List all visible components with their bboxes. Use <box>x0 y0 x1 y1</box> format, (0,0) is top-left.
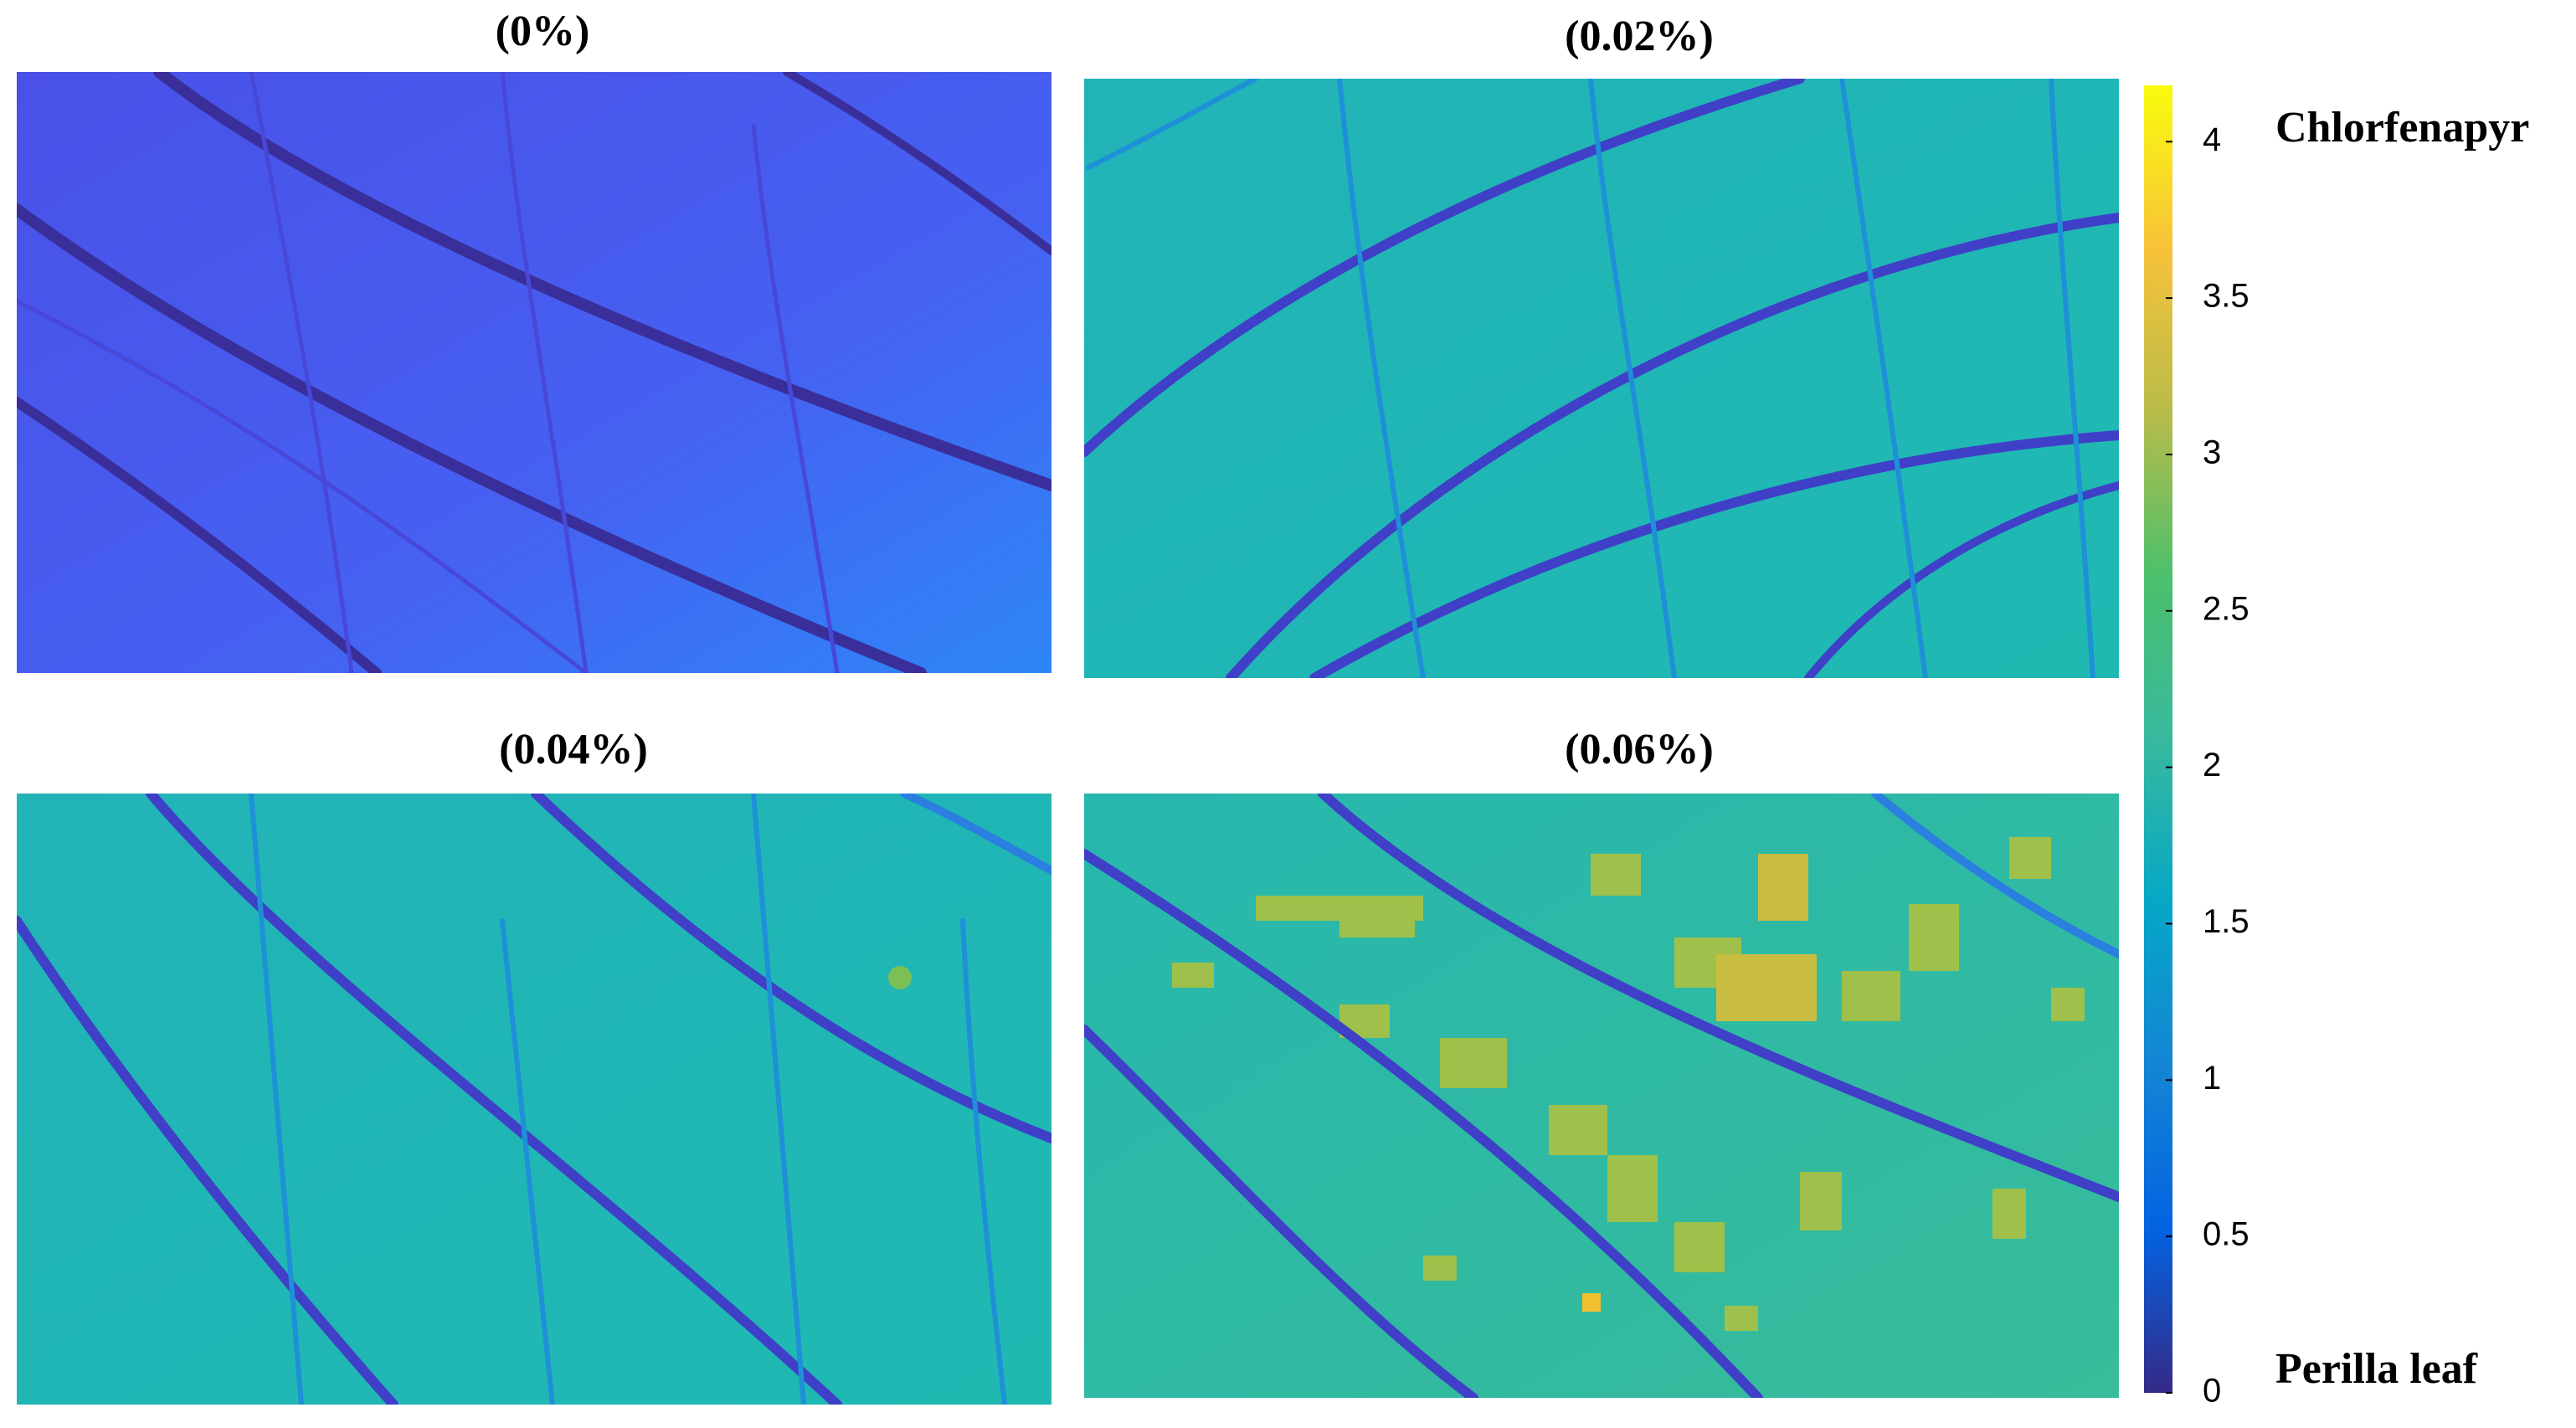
colorbar-tick-label: 1 <box>2203 1060 2221 1097</box>
panel-title: (0.04%) <box>499 726 648 773</box>
colorbar-tick-label: 2 <box>2203 747 2221 783</box>
leaf-image <box>17 794 1051 1405</box>
leaf-image <box>1084 79 2119 678</box>
colorbar <box>2144 85 2172 1393</box>
colorbar-tick-label: 0.5 <box>2203 1216 2250 1253</box>
annotation: Perilla leaf <box>2275 1345 2478 1393</box>
colorbar-tick-label: 1.5 <box>2203 903 2250 940</box>
colorbar-tick-label: 0 <box>2203 1373 2221 1410</box>
colorbar-tick-label: 3.5 <box>2203 278 2250 315</box>
panel-title: (0%) <box>496 8 590 55</box>
colorbar-tick-label: 3 <box>2203 434 2221 471</box>
colorbar-tick-label: 2.5 <box>2203 590 2250 627</box>
annotation: Chlorfenapyr <box>2275 104 2529 152</box>
panel-title: (0.06%) <box>1565 726 1714 773</box>
leaf-image <box>1084 794 2119 1398</box>
colorbar-tick-label: 4 <box>2203 121 2221 158</box>
panel-title: (0.02%) <box>1565 13 1714 60</box>
leaf-image <box>17 72 1051 673</box>
